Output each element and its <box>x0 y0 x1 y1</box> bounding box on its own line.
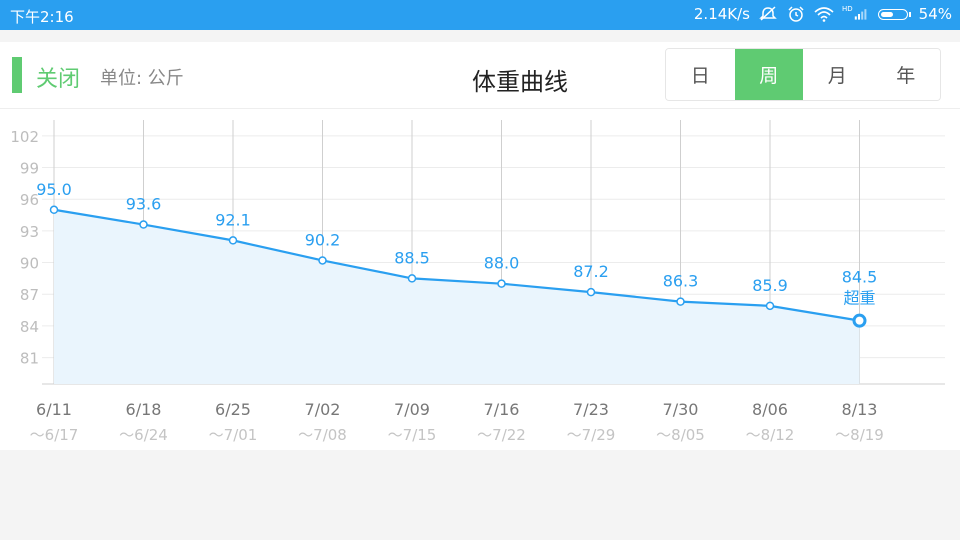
accent-bar <box>12 57 22 93</box>
mute-icon <box>759 6 777 21</box>
x-subtick-label: ～8/12 <box>746 426 795 444</box>
data-label: 87.2 <box>573 262 609 281</box>
data-point <box>676 297 685 306</box>
data-label: 85.9 <box>752 276 788 295</box>
x-tick-label: 7/09 <box>394 400 430 419</box>
tab-week[interactable]: 周 <box>734 49 803 100</box>
battery-percent: 54% <box>918 5 952 23</box>
panel-header: 关闭 单位: 公斤 体重曲线 日 周 月 年 <box>0 42 960 109</box>
data-point <box>586 287 596 297</box>
status-right-group: 2.14K/s HD <box>686 5 952 23</box>
data-label: 92.1 <box>215 210 251 229</box>
x-tick-label: 7/02 <box>305 400 341 419</box>
x-tick-label: 6/18 <box>126 400 162 419</box>
signal-icon-group: HD <box>842 6 870 22</box>
data-label: 88.5 <box>394 248 430 267</box>
y-tick-label: 87 <box>20 286 39 304</box>
data-label: 90.2 <box>305 230 341 249</box>
data-point <box>49 205 59 215</box>
page-title: 体重曲线 <box>472 68 568 96</box>
x-subtick-label: ～6/24 <box>119 426 168 444</box>
x-subtick-label: ～7/15 <box>388 426 437 444</box>
data-point <box>407 274 417 283</box>
x-tick-label: 7/16 <box>484 400 520 419</box>
x-subtick-label: ～6/17 <box>30 426 79 444</box>
x-tick-label: 6/11 <box>36 400 72 419</box>
battery-fill <box>880 11 893 17</box>
hd-badge: HD <box>842 5 853 13</box>
y-tick-label: 81 <box>20 350 39 368</box>
alarm-icon <box>788 6 804 22</box>
x-tick-label: 6/25 <box>215 400 251 419</box>
y-tick-label: 102 <box>10 128 39 146</box>
weight-line <box>53 208 860 322</box>
x-tick-label: 8/13 <box>842 400 878 419</box>
x-tick-label: 8/06 <box>752 400 788 419</box>
data-point <box>228 236 238 245</box>
data-label: 93.6 <box>126 195 162 214</box>
x-tick-label: 7/23 <box>573 400 609 419</box>
battery-nub <box>908 11 911 17</box>
weight-panel: 关闭 单位: 公斤 体重曲线 日 周 月 年 81 84 87 90 93 96 99 102… <box>0 42 960 450</box>
y-tick-label: 99 <box>20 160 39 178</box>
status-bar: 下午2:16 2.14K/s HD <box>0 0 960 30</box>
data-point <box>318 256 327 265</box>
weight-chart[interactable]: 81 84 87 90 93 96 99 102 95.0 93.6 92.1 90.2 88.5 88.… <box>0 108 960 450</box>
y-tick-label: 93 <box>20 223 39 241</box>
x-subtick-label: ～7/08 <box>298 426 347 444</box>
weight-chart-area: 81 84 87 90 93 96 99 102 95.0 93.6 92.1 90.2 88.5 88.… <box>0 108 960 450</box>
data-label: 88.0 <box>484 254 520 273</box>
x-subtick-label: ～7/29 <box>567 426 616 444</box>
data-point <box>497 279 506 288</box>
close-button[interactable]: 关闭 <box>36 67 81 92</box>
area-fill <box>54 209 860 384</box>
tab-year[interactable]: 年 <box>871 49 940 100</box>
data-point <box>139 220 148 229</box>
battery-shell <box>877 8 908 20</box>
overweight-annotation: 超重 <box>843 289 875 308</box>
data-point <box>765 301 775 311</box>
data-label: 86.3 <box>663 272 699 291</box>
x-subtick-label: ～7/22 <box>477 426 526 444</box>
battery-icon <box>877 8 911 20</box>
tab-month[interactable]: 月 <box>803 49 872 100</box>
x-tick-label: 7/30 <box>663 400 699 419</box>
unit-label: 单位: 公斤 <box>100 68 184 89</box>
latest-point <box>852 313 867 328</box>
signal-icon <box>854 9 867 20</box>
y-tick-label: 84 <box>20 318 39 336</box>
period-tabs: 日 周 月 年 <box>665 48 941 101</box>
x-subtick-label: ～7/01 <box>209 426 258 444</box>
data-label: 84.5 <box>842 268 878 287</box>
net-speed: 2.14K/s <box>693 5 750 23</box>
y-tick-label: 90 <box>20 255 39 273</box>
y-tick-label: 96 <box>20 191 39 209</box>
data-label: 95.0 <box>36 180 72 199</box>
x-subtick-label: ～8/05 <box>656 426 705 444</box>
x-subtick-label: ～8/19 <box>835 426 884 444</box>
wifi-icon <box>814 7 834 22</box>
tab-day[interactable]: 日 <box>666 49 735 100</box>
status-time: 下午2:16 <box>10 8 74 26</box>
